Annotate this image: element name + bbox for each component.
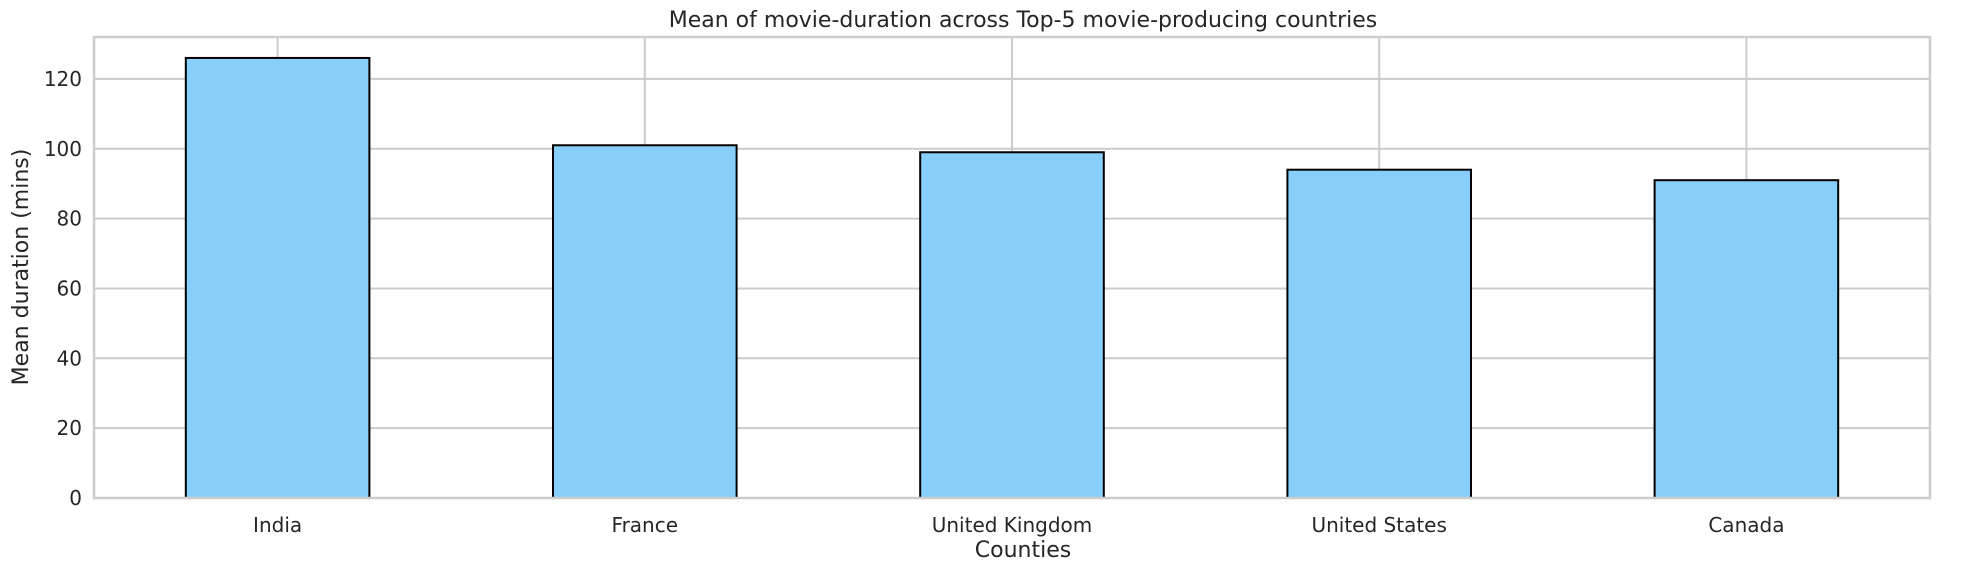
y-tick-label: 0 [69, 486, 82, 510]
x-tick-label: Canada [1708, 513, 1784, 537]
bar-canada [1653, 179, 1840, 499]
x-tick-label: United States [1311, 513, 1446, 537]
plot-frame [92, 35, 1932, 500]
bars [184, 56, 1840, 500]
y-tick-labels: 0 20 40 60 80 100 120 [44, 67, 82, 510]
y-tick-label: 20 [57, 416, 82, 440]
x-axis-label: Counties [975, 538, 1071, 563]
chart-title: Mean of movie-duration across Top-5 movi… [669, 8, 1378, 33]
y-tick-label: 60 [57, 276, 82, 300]
bar-united-states [1286, 168, 1473, 499]
y-tick-label: 80 [57, 207, 82, 231]
x-tick-label: India [253, 513, 302, 537]
y-tick-label: 40 [57, 346, 82, 370]
x-tick-label: France [612, 513, 679, 537]
x-tick-label: United Kingdom [932, 513, 1093, 537]
y-tick-label: 120 [44, 67, 82, 91]
y-axis-label: Mean duration (mins) [9, 149, 34, 386]
y-tick-label: 100 [44, 137, 82, 161]
bar-france [552, 144, 738, 500]
bar-united-kingdom [919, 151, 1105, 499]
bar-india [184, 56, 371, 499]
x-tick-labels: India France United Kingdom United States Ca… [253, 513, 1784, 537]
